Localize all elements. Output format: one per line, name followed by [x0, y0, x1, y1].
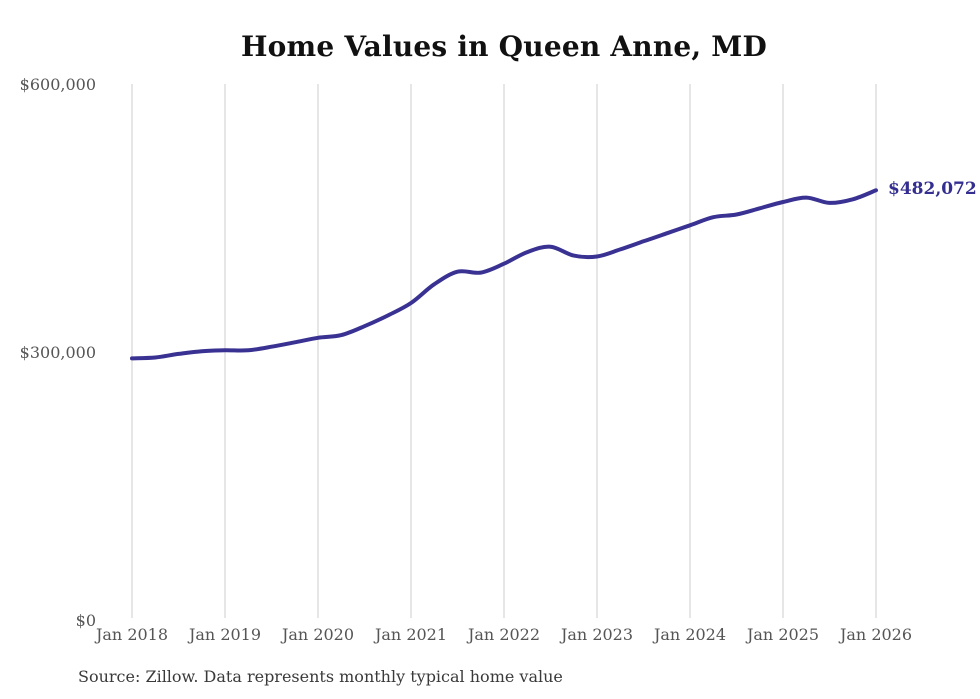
home-value-line	[130, 188, 878, 361]
x-axis-tick-label: Jan 2026	[839, 625, 913, 644]
chart-title: Home Values in Queen Anne, MD	[241, 30, 767, 63]
x-axis-tick-label: Jan 2023	[560, 625, 634, 644]
x-axis-tick-label: Jan 2018	[95, 625, 169, 644]
source-note: Source: Zillow. Data represents monthly …	[78, 667, 563, 686]
y-axis-tick-label: $300,000	[19, 343, 96, 362]
x-axis-tick-label: Jan 2024	[653, 625, 727, 644]
x-axis-tick-label: Jan 2022	[467, 625, 541, 644]
x-axis-tick-label: Jan 2019	[188, 625, 262, 644]
y-axis-tick-label: $0	[75, 611, 96, 630]
x-axis-tick-label: Jan 2025	[746, 625, 820, 644]
y-axis-tick-label: $600,000	[19, 75, 96, 94]
x-axis-tick-label: Jan 2021	[374, 625, 448, 644]
latest-value-label: $482,072	[888, 179, 977, 200]
x-axis-tick-label: Jan 2020	[281, 625, 355, 644]
